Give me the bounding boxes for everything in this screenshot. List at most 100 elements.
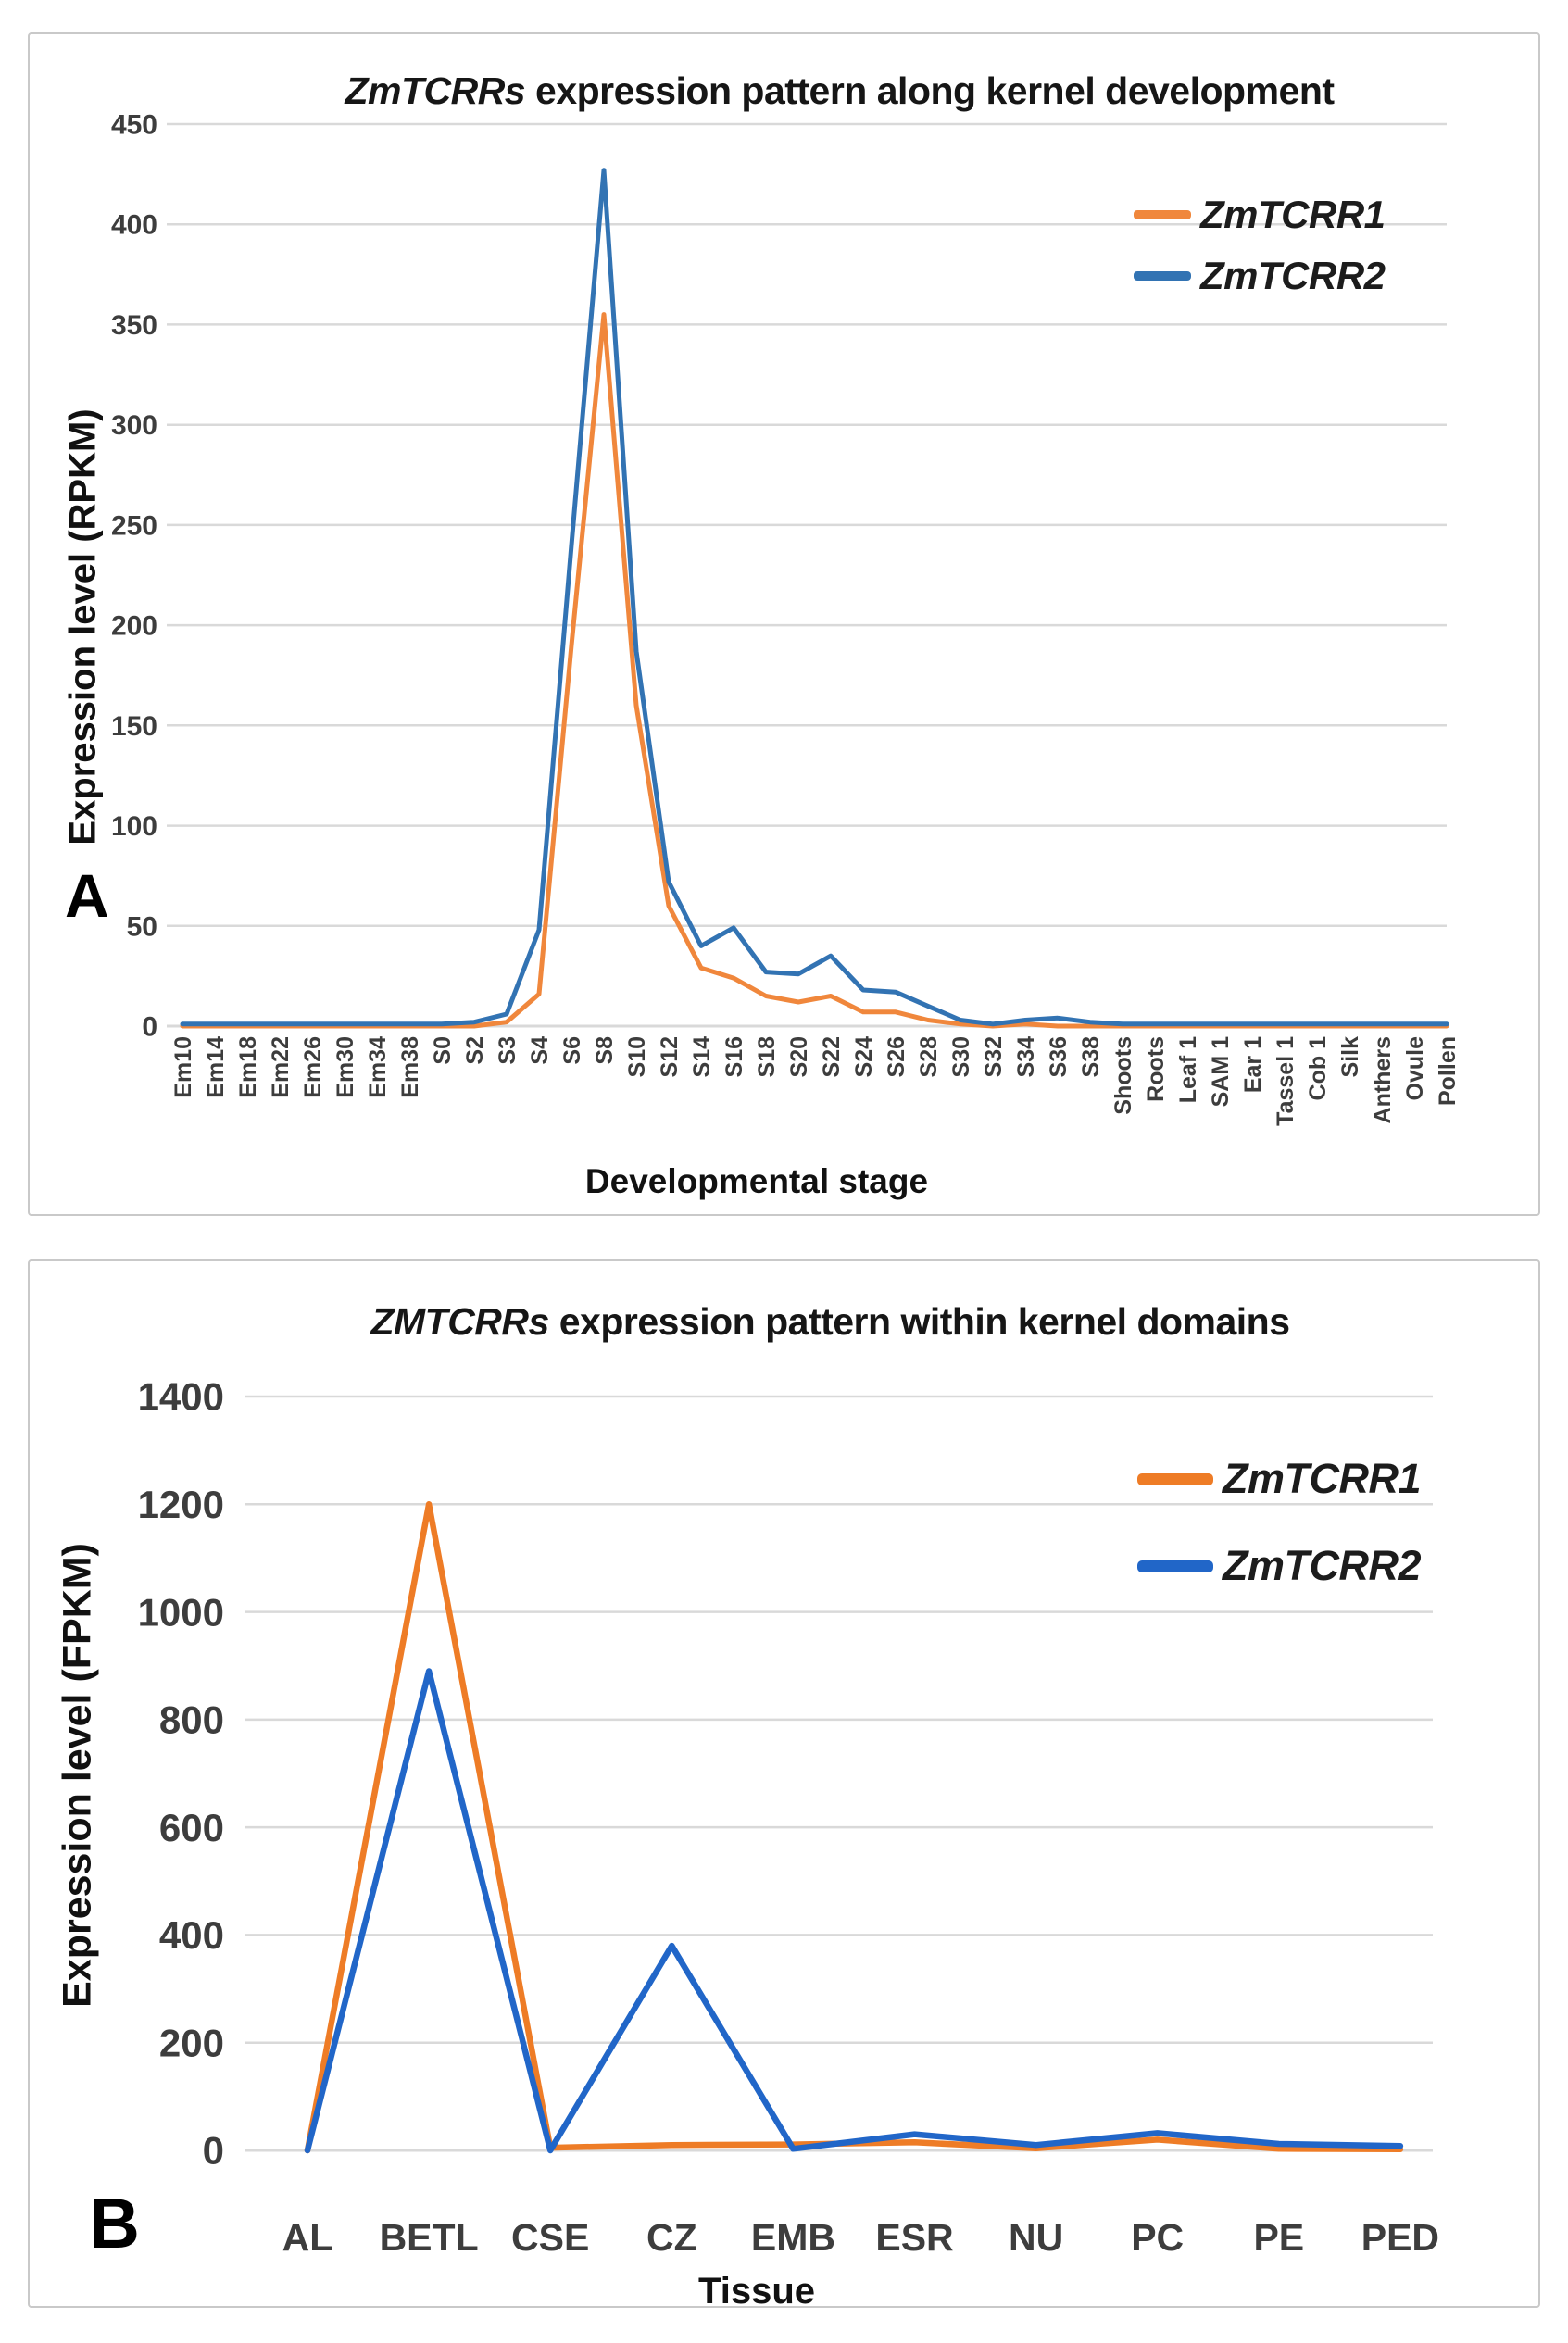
series-line-zmtcrr2 — [180, 168, 1449, 1027]
legend-swatch-zmtcrr1 — [1137, 1472, 1213, 1485]
x-tick-label: CZ — [646, 2216, 697, 2259]
y-tick-label: 250 — [111, 510, 157, 541]
x-tick-label: S36 — [1046, 1036, 1072, 1077]
y-tick-label: 1400 — [138, 1375, 224, 1419]
chart-b-legend: ZmTCRR1 ZmTCRR2 — [1137, 1435, 1422, 1610]
y-tick-label: 300 — [111, 410, 157, 441]
x-tick-label: S16 — [721, 1036, 747, 1077]
chart-b-y-axis-label: Expression level (FPKM) — [55, 1543, 100, 2008]
x-tick-label: Silk — [1337, 1036, 1363, 1078]
x-tick-label: S20 — [786, 1036, 812, 1077]
x-tick-label: Cob 1 — [1305, 1036, 1331, 1101]
y-tick-label: 400 — [159, 1913, 224, 1957]
x-tick-label: Pollen — [1435, 1036, 1461, 1106]
x-tick-label: EMB — [751, 2216, 835, 2259]
x-tick-label: S12 — [657, 1036, 683, 1077]
legend-swatch-zmtcrr2 — [1137, 1560, 1213, 1572]
legend-item-zmtcrr1: ZmTCRR1 — [1134, 184, 1386, 245]
x-tick-label: Em26 — [300, 1036, 326, 1098]
chart-b-title: ZMTCRRs expression pattern within kernel… — [150, 1300, 1511, 1344]
x-tick-label: Leaf 1 — [1175, 1036, 1201, 1103]
x-tick-label: Anthers — [1370, 1036, 1396, 1123]
x-tick-label: NU — [1009, 2216, 1063, 2259]
x-tick-label: S30 — [948, 1036, 974, 1077]
chart-b-x-axis-label: Tissue — [698, 2271, 815, 2312]
chart-a-title-rest: expression pattern along kernel developm… — [525, 69, 1335, 112]
x-tick-label: Roots — [1143, 1036, 1169, 1102]
x-tick-label: S24 — [851, 1036, 877, 1078]
series-line-zmtcrr2 — [304, 1668, 1404, 2154]
y-tick-label: 200 — [159, 2021, 224, 2064]
x-tick-label: PED — [1361, 2216, 1439, 2259]
legend-label-zmtcrr1: ZmTCRR1 — [1200, 193, 1386, 236]
x-tick-label: S6 — [559, 1036, 585, 1065]
y-tick-label: 450 — [111, 110, 157, 141]
legend-label-zmtcrr1: ZmTCRR1 — [1223, 1455, 1422, 1502]
x-tick-label: S32 — [981, 1036, 1007, 1077]
x-tick-label: Em34 — [365, 1036, 391, 1098]
x-tick-label: S0 — [430, 1036, 456, 1065]
x-tick-label: Em22 — [268, 1036, 294, 1098]
y-tick-label: 400 — [111, 210, 157, 241]
legend-label-zmtcrr2: ZmTCRR2 — [1200, 254, 1386, 297]
x-tick-label: AL — [282, 2216, 333, 2259]
legend-swatch-zmtcrr2 — [1134, 271, 1191, 281]
x-tick-label: Ovule — [1402, 1036, 1428, 1101]
y-tick-label: 50 — [127, 911, 157, 942]
x-tick-label: S3 — [495, 1036, 521, 1065]
kernel-development-line-chart: 0 50 100 150 200 250 300 350 400 450 Em10 Em14 Em18 E… — [111, 110, 1461, 1126]
series-line-zmtcrr1 — [180, 312, 1449, 1029]
chart-a-title: ZmTCRRs expression pattern along kernel … — [159, 69, 1520, 113]
y-tick-label: 350 — [111, 310, 157, 341]
x-tick-label: S4 — [527, 1036, 553, 1065]
panel-a: 0 50 100 150 200 250 300 350 400 450 Em10 Em14 Em18 E… — [28, 32, 1540, 1216]
x-tick-label: Ear 1 — [1240, 1036, 1266, 1093]
y-tick-label: 0 — [142, 1012, 157, 1043]
x-tick-label: ESR — [875, 2216, 953, 2259]
y-tick-label: 1000 — [138, 1590, 224, 1634]
x-tick-label: Tassel 1 — [1273, 1036, 1298, 1126]
legend-label-zmtcrr2: ZmTCRR2 — [1223, 1542, 1422, 1589]
x-tick-label: S34 — [1013, 1036, 1039, 1078]
y-tick-label: 1200 — [138, 1483, 224, 1526]
x-tick-label: Em38 — [397, 1036, 423, 1098]
y-tick-label: 800 — [159, 1698, 224, 1742]
kernel-domains-line-chart: 0 200 400 600 800 1000 1200 1400 AL BETL CSE CZ EMB E… — [138, 1375, 1439, 2259]
x-tick-label: S2 — [462, 1036, 488, 1065]
panel-a-letter: A — [65, 861, 109, 930]
x-tick-label: BETL — [380, 2216, 479, 2259]
y-tick-label: 0 — [203, 2129, 224, 2173]
x-tick-label: S8 — [592, 1036, 618, 1065]
x-tick-label: Em30 — [332, 1036, 358, 1098]
x-tick-label: S26 — [884, 1036, 909, 1077]
y-tick-label: 100 — [111, 811, 157, 842]
legend-item-zmtcrr2: ZmTCRR2 — [1137, 1522, 1422, 1610]
x-tick-label: S14 — [689, 1036, 715, 1078]
x-tick-label: S38 — [1078, 1036, 1104, 1078]
x-tick-label: Shoots — [1110, 1036, 1136, 1115]
chart-a-y-axis-label: Expression level (RPKM) — [62, 408, 104, 846]
chart-b-title-rest: expression pattern within kernel domains — [548, 1300, 1290, 1343]
panel-b-letter: B — [89, 2185, 140, 2263]
x-tick-label: PE — [1253, 2216, 1304, 2259]
x-tick-label: PC — [1131, 2216, 1184, 2259]
x-tick-label: CSE — [511, 2216, 589, 2259]
y-tick-label: 150 — [111, 711, 157, 742]
x-tick-label: SAM 1 — [1208, 1036, 1234, 1108]
x-tick-label: Em10 — [170, 1036, 196, 1098]
x-tick-label: Em14 — [203, 1036, 229, 1098]
chart-b-title-gene: ZMTCRRs — [370, 1300, 549, 1343]
x-tick-label: S22 — [819, 1036, 845, 1077]
legend-swatch-zmtcrr1 — [1134, 210, 1191, 219]
chart-a-x-axis-label: Developmental stage — [584, 1162, 929, 1200]
x-tick-label: S10 — [624, 1036, 650, 1077]
legend-item-zmtcrr2: ZmTCRR2 — [1134, 245, 1386, 307]
legend-item-zmtcrr1: ZmTCRR1 — [1137, 1435, 1422, 1522]
x-tick-label: S18 — [754, 1036, 780, 1078]
x-tick-label: Em18 — [235, 1036, 261, 1098]
chart-a-legend: ZmTCRR1 ZmTCRR2 — [1134, 184, 1386, 307]
x-tick-label: S28 — [916, 1036, 942, 1078]
chart-a-title-gene: ZmTCRRs — [345, 69, 526, 112]
panel-b: 0 200 400 600 800 1000 1200 1400 AL BETL CSE CZ EMB E… — [28, 1259, 1540, 2312]
